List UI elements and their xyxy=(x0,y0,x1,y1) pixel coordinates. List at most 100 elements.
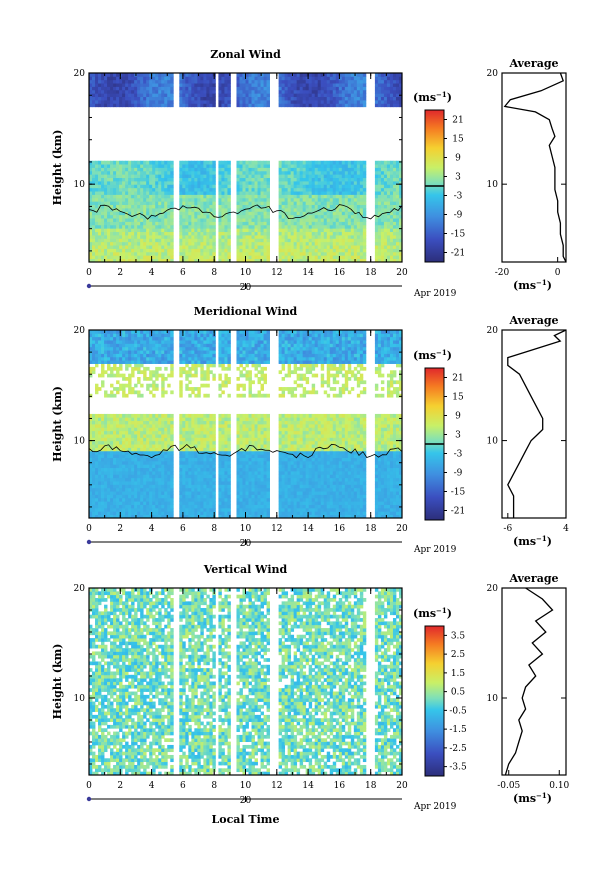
heatmap-cell xyxy=(305,73,310,77)
heatmap-cell xyxy=(125,484,129,489)
heatmap-cell xyxy=(170,103,174,108)
heatmap-cell xyxy=(101,187,105,192)
heatmap-cell xyxy=(362,228,367,233)
heatmap-cell xyxy=(131,333,135,338)
heatmap-cell xyxy=(206,96,210,101)
heatmap-cell xyxy=(227,181,231,185)
heatmap-cell xyxy=(395,103,400,108)
heatmap-cell xyxy=(392,187,397,192)
heatmap-cell xyxy=(200,164,204,168)
heatmap-cell xyxy=(398,170,403,175)
heatmap-cell xyxy=(299,103,304,108)
heatmap-cell xyxy=(95,420,99,425)
heatmap-cell xyxy=(197,251,201,256)
heatmap-cell xyxy=(110,430,114,435)
heatmap-cell xyxy=(278,248,283,253)
heatmap-cell xyxy=(122,333,126,338)
heatmap-cell xyxy=(101,460,105,465)
heatmap-cell xyxy=(191,187,195,192)
colorbar-tick-label: -15 xyxy=(451,230,466,240)
heatmap-cell xyxy=(125,100,129,104)
heatmap-cell xyxy=(248,211,252,216)
heatmap-cell xyxy=(113,241,117,246)
heatmap-cell xyxy=(266,191,270,195)
heatmap-cell xyxy=(140,504,144,509)
heatmap-cell xyxy=(242,100,246,104)
heatmap-cell xyxy=(185,194,189,199)
heatmap-cell xyxy=(149,167,153,172)
heatmap-cell xyxy=(137,481,141,485)
heatmap-cell xyxy=(98,464,102,469)
heatmap-cell xyxy=(89,444,93,448)
heatmap-cell xyxy=(146,434,150,438)
heatmap-cell xyxy=(158,235,162,239)
heatmap-cell xyxy=(119,181,123,185)
heatmap-cell xyxy=(209,73,213,77)
heatmap-cell xyxy=(92,258,96,263)
heatmap-cell xyxy=(143,93,147,98)
heatmap-cell xyxy=(128,380,132,385)
heatmap-cell xyxy=(362,164,367,168)
heatmap-cell xyxy=(281,218,286,222)
heatmap-cell xyxy=(137,343,141,348)
heatmap-cell xyxy=(152,83,156,87)
heatmap-cell xyxy=(305,89,310,94)
heatmap-cell xyxy=(248,167,252,172)
heatmap-cell xyxy=(281,238,286,243)
heatmap-cell xyxy=(95,248,99,253)
heatmap-cell xyxy=(239,224,243,229)
heatmap-cell xyxy=(98,208,102,212)
heatmap-cell xyxy=(197,208,201,212)
heatmap-cell xyxy=(110,454,114,458)
heatmap-cell xyxy=(248,181,252,185)
heatmap-cell xyxy=(155,258,159,263)
heatmap-cell xyxy=(185,181,189,185)
heatmap-cell xyxy=(182,79,186,84)
heatmap-cell xyxy=(305,167,310,172)
heatmap-cell xyxy=(236,181,240,185)
heatmap-cell xyxy=(188,191,192,195)
heatmap-cell xyxy=(221,228,225,233)
heatmap-cell xyxy=(98,184,102,189)
heatmap-cell xyxy=(161,471,165,475)
heatmap-cell xyxy=(116,164,120,168)
heatmap-cell xyxy=(110,177,114,182)
heatmap-cell xyxy=(260,191,264,195)
heatmap-cell xyxy=(116,83,120,87)
heatmap-cell xyxy=(386,255,391,260)
heatmap-cell xyxy=(245,191,249,195)
heatmap-cell xyxy=(320,214,325,219)
heatmap-cell xyxy=(122,170,126,175)
heatmap-cell xyxy=(284,231,289,236)
heatmap-cell xyxy=(257,214,261,219)
heatmap-cell xyxy=(158,100,162,104)
heatmap-cell xyxy=(143,343,147,348)
heatmap-cell xyxy=(122,238,126,243)
heatmap-cell xyxy=(335,221,340,226)
heatmap-cell xyxy=(347,103,352,108)
heatmap-cell xyxy=(146,93,150,98)
heatmap-cell xyxy=(290,245,295,249)
heatmap-cell xyxy=(122,194,126,199)
heatmap-cell xyxy=(89,393,93,398)
heatmap-cell xyxy=(155,460,159,465)
heatmap-cell xyxy=(296,181,301,185)
heatmap-cell xyxy=(101,494,105,499)
heatmap-cell xyxy=(98,76,102,81)
heatmap-cell xyxy=(155,497,159,502)
heatmap-cell xyxy=(353,228,358,233)
heatmap-cell xyxy=(89,211,93,216)
heatmap-cell xyxy=(110,174,114,179)
heatmap-cell xyxy=(125,504,129,509)
heatmap-cell xyxy=(119,484,123,489)
heatmap-cell xyxy=(107,353,111,358)
heatmap-cell xyxy=(110,194,114,199)
heatmap-cell xyxy=(305,258,310,263)
heatmap-cell xyxy=(143,86,147,91)
heatmap-cell xyxy=(101,191,105,195)
heatmap-cell xyxy=(110,511,114,516)
heatmap-cell xyxy=(158,417,162,422)
heatmap-cell xyxy=(119,214,123,219)
heatmap-cell xyxy=(290,255,295,260)
